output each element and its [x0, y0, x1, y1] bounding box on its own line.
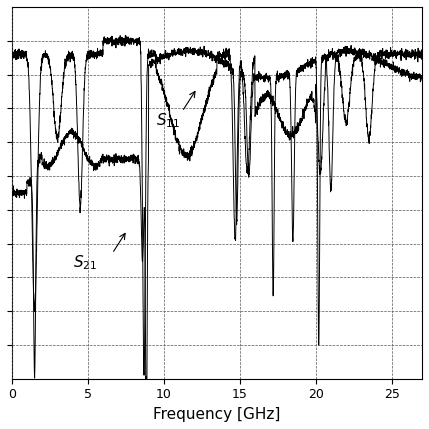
Text: $S_{21}$: $S_{21}$: [73, 253, 97, 272]
X-axis label: Frequency [GHz]: Frequency [GHz]: [153, 407, 281, 422]
Text: $S_{11}$: $S_{11}$: [156, 111, 180, 130]
